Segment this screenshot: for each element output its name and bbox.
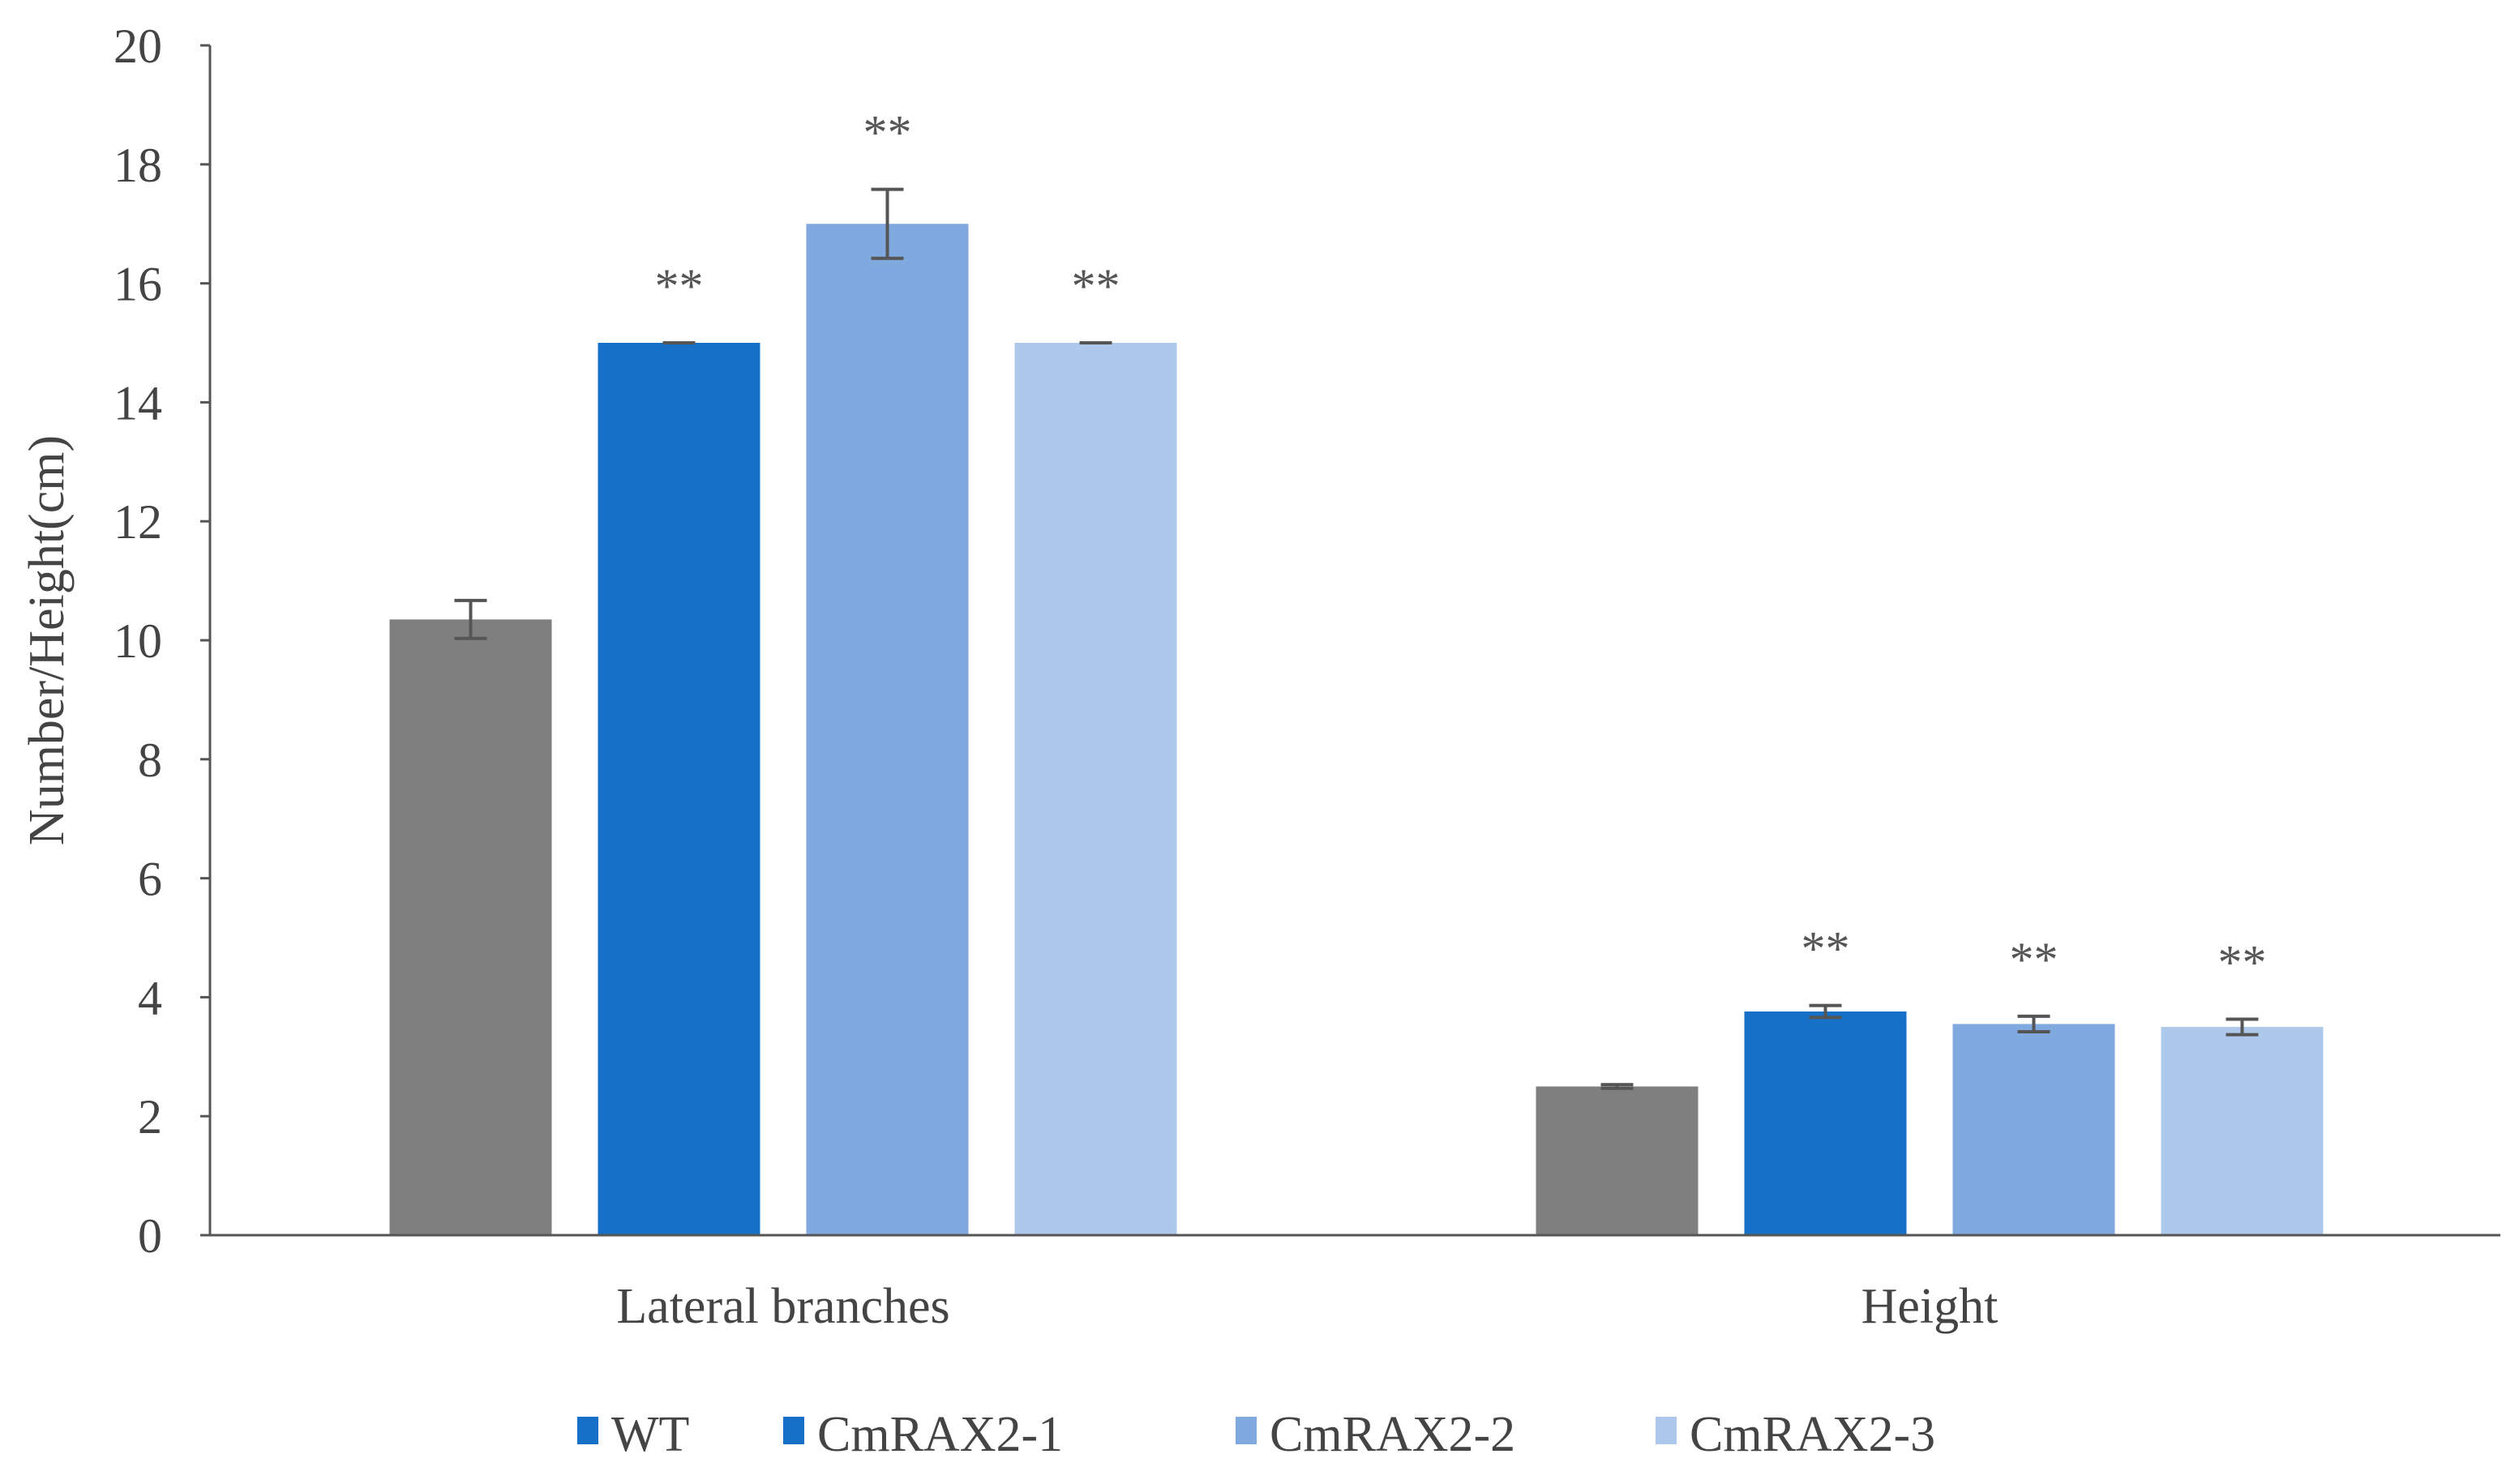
y-tick-label: 20 (114, 19, 162, 73)
bar-CmRAX2-3-1 (2161, 1027, 2324, 1235)
bar-CmRAX2-1-1 (1744, 1011, 1907, 1235)
error-bar (1809, 1003, 1842, 1020)
y-tick-label: 10 (114, 614, 162, 668)
significance-marker: ** (655, 259, 704, 313)
legend-swatch (783, 1417, 804, 1444)
bar-CmRAX2-3-0 (1014, 343, 1177, 1235)
category-label-lateral-branches: Lateral branches (616, 1279, 949, 1334)
y-axis-label: Number/Height(cm) (19, 435, 75, 845)
y-tick-label: 4 (138, 971, 162, 1024)
legend-swatch (577, 1417, 598, 1444)
y-tick-label: 8 (138, 733, 162, 787)
legend: WT CmRAX2-1 CmRAX2-2 CmRAX2-3 (577, 1407, 1935, 1462)
bar-WT-1 (1536, 1086, 1699, 1235)
significance-marker: ** (2218, 936, 2267, 990)
y-tick-label: 16 (114, 258, 162, 311)
legend-label: CmRAX2-2 (1270, 1407, 1515, 1462)
bar-CmRAX2-2-0 (806, 224, 969, 1236)
significance-marker: ** (863, 106, 912, 160)
error-bar (2226, 1017, 2259, 1037)
significance-marker: ** (1801, 922, 1850, 976)
bar-WT-0 (389, 619, 552, 1235)
error-bar (871, 187, 904, 260)
bar-CmRAX2-2-1 (1952, 1024, 2115, 1235)
y-tick-label: 12 (114, 495, 162, 549)
error-bar (2017, 1014, 2050, 1033)
error-bar (454, 598, 487, 640)
legend-swatch (1236, 1417, 1257, 1444)
significance-marker: ** (2010, 933, 2058, 986)
y-tick-label: 14 (114, 376, 162, 430)
legend-label: CmRAX2-1 (817, 1407, 1063, 1462)
legend-label: WT (611, 1407, 689, 1462)
error-bar (1600, 1083, 1634, 1090)
legend-swatch (1656, 1417, 1677, 1444)
y-tick-label: 0 (138, 1209, 162, 1263)
bar-CmRAX2-1-0 (598, 343, 760, 1235)
category-label-height: Height (1861, 1279, 1998, 1334)
y-tick-label: 2 (138, 1090, 162, 1144)
legend-label: CmRAX2-3 (1690, 1407, 1935, 1462)
significance-marker: ** (1072, 259, 1120, 313)
y-tick-label: 18 (114, 139, 162, 192)
y-tick-label: 6 (138, 853, 162, 906)
